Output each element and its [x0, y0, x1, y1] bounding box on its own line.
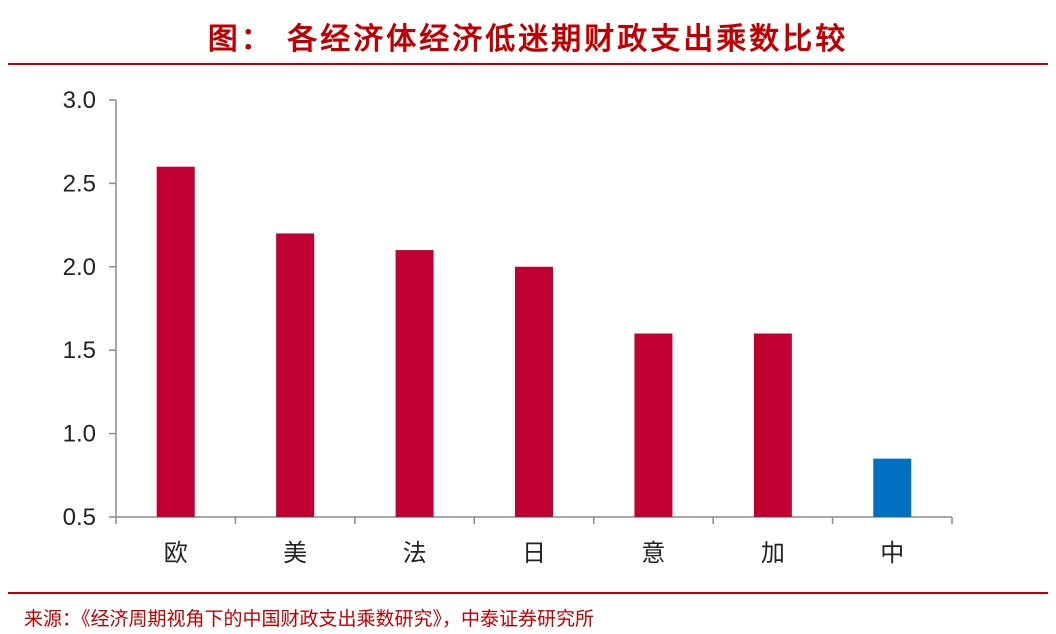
x-tick-label: 日 [522, 539, 546, 567]
title-rule [8, 63, 1048, 65]
bars [156, 166, 912, 517]
x-tick-label: 中 [880, 539, 904, 567]
y-tick-label: 3.0 [63, 87, 96, 114]
x-tick-label: 法 [403, 539, 427, 567]
y-tick-label: 1.5 [63, 337, 96, 364]
bar-chart: 3.0 2.5 2.0 1.5 1.0 0.5 欧 美 法 日 意 加 中 [63, 87, 953, 567]
bar-5 [753, 333, 792, 517]
x-tick-label: 美 [283, 539, 307, 567]
bar-6 [873, 458, 912, 517]
source-note: 来源：《经济周期视角下的中国财政支出乘数研究》，中泰证券研究所 [24, 608, 595, 630]
bar-4 [634, 333, 673, 517]
y-tick-label: 2.0 [63, 254, 96, 281]
y-tick-label: 0.5 [63, 504, 96, 531]
y-tick-label: 2.5 [63, 170, 96, 197]
bar-1 [276, 233, 315, 517]
bar-3 [515, 266, 553, 517]
x-axis: 欧美法日意加中 [115, 516, 953, 567]
x-tick-label: 欧 [164, 539, 188, 567]
y-axis: 3.0 2.5 2.0 1.5 1.0 0.5 [63, 87, 117, 531]
x-tick-label: 意 [641, 539, 665, 567]
figure-title: 图： 各经济体经济低迷期财政支出乘数比较 [207, 22, 849, 57]
y-tick-label: 1.0 [63, 421, 96, 448]
bar-2 [395, 250, 434, 517]
source-rule [8, 592, 1048, 594]
x-tick-label: 加 [761, 539, 785, 567]
bar-0 [156, 166, 195, 517]
